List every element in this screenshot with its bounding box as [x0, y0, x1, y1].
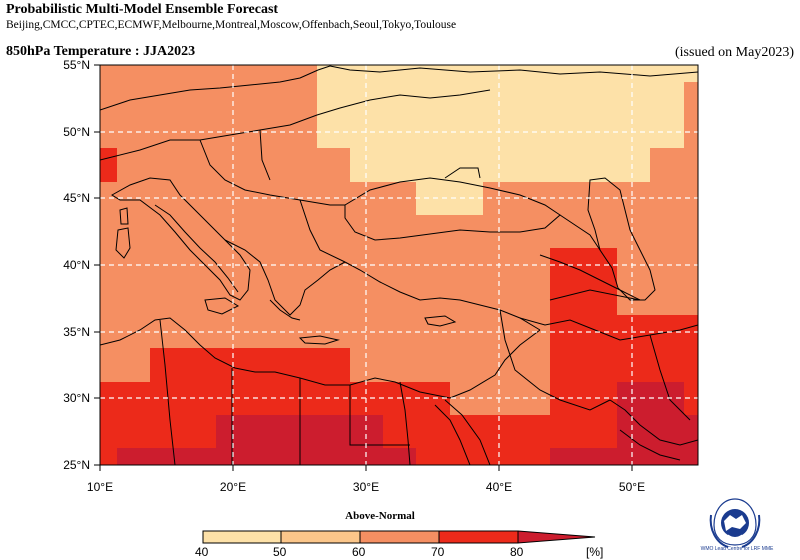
colorbar-label: 40: [195, 545, 209, 559]
lon-label: 30°E: [353, 480, 379, 494]
colorbar-label: 50: [273, 545, 287, 559]
figure-title: Probabilistic Multi-Model Ensemble Forec…: [6, 2, 279, 17]
field-70-80-iraq: [583, 315, 650, 398]
field-80-gulf: [550, 382, 698, 465]
lat-label: 40°N: [63, 258, 90, 272]
colorbar-swatch-60-70: [359, 530, 440, 544]
field-70-80-anatolia: [550, 248, 617, 315]
model-list: Beijing,CMCC,CPTEC,ECMWF,Melbourne,Montr…: [6, 19, 457, 31]
field-70-80-west: [100, 148, 117, 182]
colorbar-title: Above-Normal: [345, 510, 415, 522]
probability-field: [100, 65, 698, 465]
lon-label: 20°E: [220, 480, 246, 494]
issued-date: (issued on May2023): [675, 45, 794, 60]
colorbar-swatch-70-80: [438, 530, 519, 544]
colorbar-label: 80: [510, 545, 524, 559]
colorbar: [202, 530, 596, 544]
colorbar-unit: [%]: [586, 545, 604, 559]
colorbar-swatch-40-50: [202, 530, 282, 544]
colorbar-label: 70: [431, 545, 445, 559]
lat-label: 45°N: [63, 191, 90, 205]
wmo-logo-icon: [709, 498, 761, 548]
field-40-50: [317, 65, 698, 215]
lat-label: 30°N: [63, 391, 90, 405]
lat-label: 25°N: [63, 458, 90, 472]
coastlines: [100, 65, 698, 465]
field-80-egypt: [117, 415, 416, 465]
field-60-70-arabia: [465, 345, 550, 415]
lat-label: 50°N: [63, 125, 90, 139]
gridlines: [100, 65, 698, 465]
lat-label: 55°N: [63, 58, 90, 72]
axis-ticks: [94, 64, 633, 471]
colorbar-label: 60: [352, 545, 366, 559]
lat-label: 35°N: [63, 325, 90, 339]
lon-label: 40°E: [486, 480, 512, 494]
figure-subtitle: 850hPa Temperature : JJA2023: [6, 44, 196, 59]
lon-label: 50°E: [619, 480, 645, 494]
lon-label: 10°E: [87, 480, 113, 494]
colorbar-swatch-80-plus: [517, 530, 596, 544]
colorbar-swatch-50-60: [280, 530, 361, 544]
logo-caption: WMO Lead Centre for LRF MME: [700, 546, 774, 552]
